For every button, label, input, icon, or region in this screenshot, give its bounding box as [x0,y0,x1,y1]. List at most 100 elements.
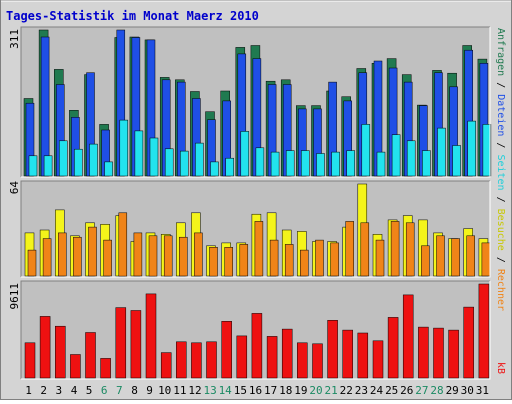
x-tick-label: 28 [430,384,443,397]
bar-kb [39,316,51,379]
bar-seiten [406,140,416,177]
x-tick-label: 6 [101,384,108,397]
bar-rechner [284,244,294,277]
x-tick-label: 12 [188,384,201,397]
chart-title: Tages-Statistik im Monat Maerz 2010 [6,9,259,23]
y-max-label-bottom: 9611 [8,283,21,310]
bar-rechner [451,238,460,277]
bar-seiten [331,151,340,177]
bar-kb [433,327,444,379]
x-tick-label: 8 [131,384,138,397]
bar-seiten [301,150,310,177]
x-tick-label: 29 [446,384,459,397]
bar-rechner [58,232,67,277]
bar-rechner [436,235,445,277]
x-tick-label: 19 [294,384,307,397]
x-tick-label: 24 [370,384,384,397]
legend-separator: / [495,136,506,154]
x-tick-label: 30 [461,384,474,397]
x-tick-label: 23 [355,384,368,397]
bar-rechner [73,236,82,277]
bar-seiten [361,124,371,177]
x-tick-label: 21 [324,384,337,397]
bar-kb [478,283,490,379]
x-tick-label: 4 [71,384,78,397]
bar-rechner [390,221,400,277]
x-tick-label: 3 [55,384,62,397]
bar-kb [297,342,308,379]
x-tick-label: 9 [146,384,153,397]
bar-rechner [209,247,218,277]
bar-rechner [239,244,249,277]
bar-rechner [194,232,203,277]
legend-separator: / [495,76,506,94]
x-tick-label: 11 [173,384,186,397]
y-max-label-top: 311 [8,29,21,49]
bar-seiten [59,140,68,177]
x-tick-label: 16 [249,384,262,397]
bar-seiten [316,153,325,177]
x-tick-label: 7 [116,384,123,397]
bar-seiten [437,127,446,177]
bar-rechner [405,222,415,277]
legend-kb: kB [495,362,506,374]
x-tick-label: 5 [86,384,93,397]
bar-kb [221,321,232,379]
bar-seiten [74,148,83,177]
x-tick-label: 14 [219,384,233,397]
bar-rechner [345,221,354,277]
bar-kb [266,336,278,379]
bar-rechner [163,235,173,277]
bar-kb [402,294,414,379]
bar-kb [145,293,157,379]
bar-seiten [180,150,189,177]
bar-kb [70,354,81,379]
bar-rechner [300,249,309,277]
bar-kb [357,332,369,379]
bar-rechner [133,232,143,277]
bar-seiten [43,155,53,177]
legend-separator: / [495,191,506,209]
bar-kb [115,307,127,379]
y-max-label-middle: 64 [8,181,21,195]
x-tick-label: 25 [385,384,398,397]
bar-kb [327,320,338,379]
bar-rechner [42,238,52,277]
bar-seiten [225,157,234,177]
bar-seiten [28,155,38,177]
x-tick-label: 2 [40,384,47,397]
bar-kb [281,328,293,379]
bar-seiten [422,150,431,177]
bar-kb [387,317,399,379]
bar-seiten [346,150,355,177]
bar-seiten [134,130,144,177]
bar-kb [176,341,187,379]
bar-kb [236,335,248,379]
bar-rechner [315,239,324,277]
bar-seiten [164,148,174,177]
bar-kb [130,310,142,379]
x-tick-label: 13 [203,384,216,397]
bar-seiten [482,124,492,177]
bar-seiten [210,161,219,177]
bar-seiten [104,161,113,177]
bar-rechner [360,222,370,277]
bar-rechner [148,235,158,277]
bar-kb [251,313,263,379]
bar-rechner [269,239,279,277]
bar-seiten [285,150,295,177]
legend-dateien: Dateien [495,94,506,136]
bar-kb [191,342,202,379]
legend-separator: / [495,251,506,269]
bar-rechner [254,221,264,277]
x-tick-label: 31 [476,384,489,397]
bar-kb [463,306,474,379]
bar-rechner [88,226,97,277]
x-tick-label: 20 [309,384,322,397]
legend-besuche: Besuche [495,209,506,251]
bar-rechner [103,239,112,277]
legend-anfragen: Anfragen [495,28,506,76]
bar-rechner [27,249,37,277]
x-tick-label: 10 [158,384,171,397]
